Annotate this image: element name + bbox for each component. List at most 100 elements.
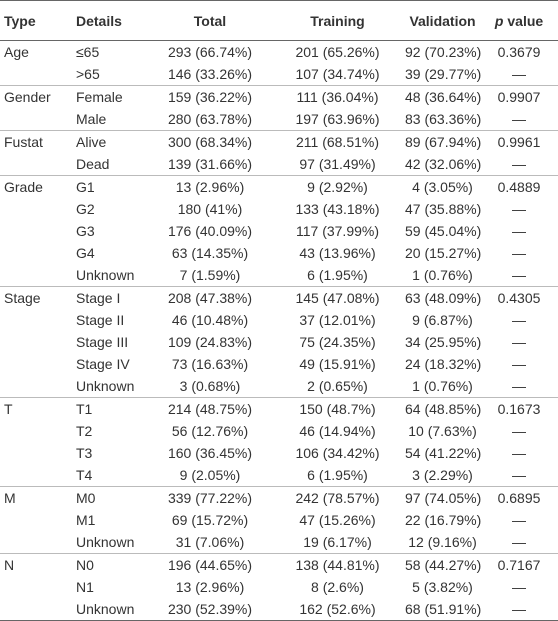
value-cell: 208 (47.38%) — [150, 286, 270, 309]
value-cell: 75 (24.35%) — [299, 334, 376, 350]
empty-cell — [0, 153, 72, 176]
value-cell: 0.1673 — [480, 397, 558, 420]
value-cell: — — [512, 201, 526, 217]
value-cell: 63 (14.35%) — [171, 245, 249, 261]
value-cell: 242 (78.57%) — [270, 486, 405, 509]
value-cell: — — [512, 267, 526, 283]
table-row: T3 160 (36.45%) 106 (34.42%) 54 (41.22%) — — [0, 442, 558, 464]
table-row: N N0 196 (44.65%) 138 (44.81%) 58 (44.27%) 0.… — [0, 553, 558, 576]
details-cell: Stage II — [76, 312, 125, 328]
value-cell: 22 (16.79%) — [405, 512, 482, 528]
value-cell: 6 (1.95%) — [307, 467, 368, 483]
table-row: T T1 214 (48.75%) 150 (48.7%) 64 (48.85%) 0.1… — [0, 397, 558, 420]
value-cell: 48 (36.64%) — [405, 85, 481, 108]
type-cell: Age — [4, 44, 29, 60]
value-cell: 59 (45.04%) — [405, 223, 482, 239]
details-cell: N0 — [72, 553, 150, 576]
details-cell: T4 — [76, 467, 93, 483]
value-cell: 42 (32.06%) — [405, 156, 482, 172]
value-cell: 214 (48.75%) — [150, 397, 270, 420]
details-cell: ≤65 — [76, 44, 100, 60]
value-cell: — — [512, 512, 526, 528]
value-cell: 0.4305 — [480, 286, 558, 309]
value-cell: 54 (41.22%) — [405, 445, 482, 461]
value-cell: 3 (2.29%) — [412, 467, 473, 483]
details-cell: Alive — [72, 130, 150, 153]
empty-cell — [0, 375, 72, 398]
table-row: Stage III 109 (24.83%) 75 (24.35%) 34 (25.9… — [0, 331, 558, 353]
value-cell: 13 (2.96%) — [150, 175, 270, 198]
value-cell: — — [512, 378, 526, 394]
empty-cell — [0, 108, 72, 131]
value-cell: — — [512, 156, 526, 172]
table-row: G4 63 (14.35%) 43 (13.96%) 20 (15.27%) — — [0, 242, 558, 264]
details-cell: Unknown — [76, 378, 135, 394]
type-cell: Fustat — [0, 130, 72, 153]
value-cell: 196 (44.65%) — [150, 553, 270, 576]
value-cell: 47 (35.88%) — [405, 201, 482, 217]
value-cell: 7 (1.59%) — [179, 267, 241, 283]
value-cell: 146 (33.26%) — [167, 66, 253, 82]
table-row: Stage IV 73 (16.63%) 49 (15.91%) 24 (18.32%… — [0, 353, 558, 375]
value-cell: 13 (2.96%) — [175, 579, 245, 595]
details-cell: M1 — [76, 512, 96, 528]
value-cell: — — [512, 334, 526, 350]
type-cell: M — [0, 486, 72, 509]
details-cell: Unknown — [72, 598, 150, 621]
type-cell: Stage — [0, 286, 72, 309]
value-cell: 176 (40.09%) — [167, 223, 253, 239]
value-cell: 20 (15.27%) — [405, 245, 482, 261]
details-cell: G1 — [72, 175, 150, 198]
details-cell: T3 — [76, 445, 93, 461]
header-text: value — [507, 12, 544, 29]
value-cell: 280 (63.78%) — [167, 111, 253, 127]
value-cell: 58 (44.27%) — [405, 553, 481, 576]
value-cell: — — [512, 312, 526, 328]
table-row: G2 180 (41%) 133 (43.18%) 47 (35.88%) — — [0, 198, 558, 220]
value-cell: 31 (7.06%) — [175, 534, 245, 550]
value-cell: 0.6895 — [480, 486, 558, 509]
value-cell: 56 (12.76%) — [171, 423, 249, 439]
value-cell: 73 (16.63%) — [171, 356, 249, 372]
value-cell: 0.9907 — [480, 85, 558, 108]
table-row: T4 9 (2.05%) 6 (1.95%) 3 (2.29%) — — [0, 464, 558, 487]
table-row: Male 280 (63.78%) 197 (63.96%) 83 (63.36%) — — [0, 108, 558, 131]
table-row: M1 69 (15.72%) 47 (15.26%) 22 (16.79%) — — [0, 509, 558, 531]
table-row: G3 176 (40.09%) 117 (37.99%) 59 (45.04%) — — [0, 220, 558, 242]
details-cell: Stage IV — [76, 356, 130, 372]
table-row: Unknown 7 (1.59%) 6 (1.95%) 1 (0.76%) — — [0, 264, 558, 287]
empty-cell — [0, 331, 72, 353]
value-cell: 197 (63.96%) — [295, 111, 380, 127]
empty-cell — [0, 264, 72, 287]
details-cell: Dead — [76, 156, 110, 172]
value-cell: 34 (25.95%) — [405, 334, 482, 350]
value-cell: 68 (51.91%) — [405, 598, 481, 621]
value-cell: 12 (9.16%) — [408, 534, 477, 550]
column-header: Type — [0, 0, 72, 41]
value-cell: — — [512, 467, 526, 483]
value-cell: 24 (18.32%) — [405, 356, 482, 372]
details-cell: Male — [76, 111, 107, 127]
value-cell: 10 (7.63%) — [408, 423, 477, 439]
details-cell: Female — [72, 85, 150, 108]
value-cell: — — [512, 445, 526, 461]
value-cell: 89 (67.94%) — [405, 130, 481, 153]
value-cell: — — [512, 111, 526, 127]
value-cell: — — [512, 66, 526, 82]
table-row: Age ≤65 293 (66.74%) 201 (65.26%) 92 (70.23%… — [0, 41, 558, 64]
column-header: Validation — [405, 0, 480, 41]
table-row: Grade G1 13 (2.96%) 9 (2.92%) 4 (3.05%) 0.488… — [0, 175, 558, 198]
value-cell: 43 (13.96%) — [299, 245, 376, 261]
table-body: Age ≤65 293 (66.74%) 201 (65.26%) 92 (70.23%… — [0, 41, 558, 621]
value-cell: 46 (10.48%) — [171, 312, 249, 328]
value-cell: 0.4889 — [480, 175, 558, 198]
details-cell: M0 — [72, 486, 150, 509]
value-cell: 2 (0.65%) — [307, 378, 368, 394]
table-row: Stage II 46 (10.48%) 37 (12.01%) 9 (6.87%) — — [0, 309, 558, 331]
table-row: Stage Stage I 208 (47.38%) 145 (47.08%) 63 (… — [0, 286, 558, 309]
value-cell: 106 (34.42%) — [295, 445, 380, 461]
empty-cell — [0, 598, 72, 621]
value-cell: 201 (65.26%) — [295, 44, 380, 60]
